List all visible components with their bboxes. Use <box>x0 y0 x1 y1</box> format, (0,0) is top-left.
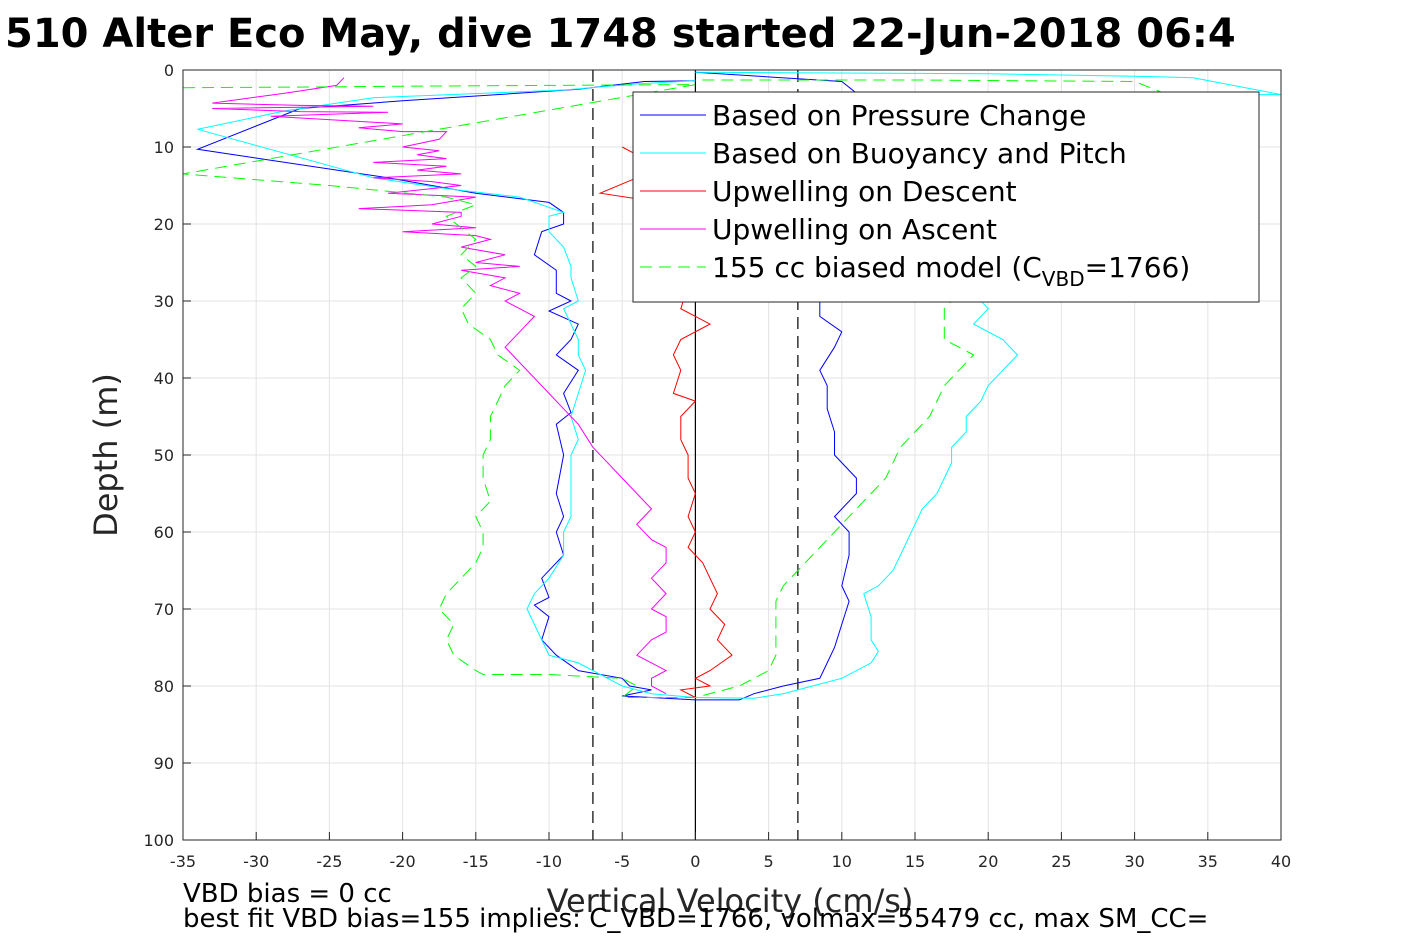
x-tick-label: 20 <box>978 852 998 871</box>
y-tick-label: 60 <box>154 523 174 542</box>
y-tick-label: 80 <box>154 677 174 696</box>
y-tick-label: 70 <box>154 600 174 619</box>
y-tick-label: 100 <box>143 831 174 850</box>
x-tick-label: -20 <box>390 852 416 871</box>
y-axis-title: Depth (m) <box>87 373 125 537</box>
x-tick-label: 30 <box>1124 852 1144 871</box>
y-tick-label: 20 <box>154 215 174 234</box>
x-tick-label: -15 <box>463 852 489 871</box>
x-tick-label: 15 <box>905 852 925 871</box>
annotation-vbd-bias: VBD bias = 0 cc <box>183 879 392 909</box>
legend-label-2: Based on Buoyancy and Pitch <box>712 137 1127 170</box>
series-line-1 <box>195 71 858 701</box>
legend-label-3: Upwelling on Descent <box>712 175 1017 208</box>
y-tick-label: 90 <box>154 754 174 773</box>
series-line-4 <box>212 77 668 695</box>
legend-label-5: 155 cc biased model (CVBD=1766) <box>712 251 1190 291</box>
tick-labels: -35 -30 -25 -20 -15 -10 -5 0 5 10 15 20 25 30 35 40 0 10 2… <box>143 61 1291 871</box>
legend-box <box>632 91 1260 303</box>
x-tick-label: 35 <box>1198 852 1218 871</box>
y-tick-label: 10 <box>154 138 174 157</box>
y-tick-label: 30 <box>154 292 174 311</box>
legend: Based on Pressure Change Based on Buoyanc… <box>632 91 1260 303</box>
chart-title: 510 Alter Eco May, dive 1748 started 22-… <box>5 11 1236 57</box>
y-tick-label: 50 <box>154 446 174 465</box>
x-tick-label: 25 <box>1051 852 1071 871</box>
y-tick-label: 0 <box>164 61 174 80</box>
x-tick-label: 0 <box>690 852 700 871</box>
annotation-best-fit: best fit VBD bias=155 implies: C_VBD=176… <box>183 904 1208 934</box>
x-tick-label: -30 <box>243 852 269 871</box>
x-tick-label: -35 <box>170 852 196 871</box>
x-tick-label: -25 <box>316 852 342 871</box>
x-tick-label: 40 <box>1271 852 1291 871</box>
x-tick-label: 10 <box>832 852 852 871</box>
x-tick-label: -5 <box>614 852 630 871</box>
y-tick-label: 40 <box>154 369 174 388</box>
x-axis-title: Vertical Velocity (cm/s) <box>547 882 914 920</box>
x-tick-label: -10 <box>536 852 562 871</box>
legend-label-1: Based on Pressure Change <box>712 99 1086 132</box>
legend-label-4: Upwelling on Ascent <box>712 213 997 246</box>
axes <box>182 69 1282 841</box>
x-tick-label: 5 <box>764 852 774 871</box>
